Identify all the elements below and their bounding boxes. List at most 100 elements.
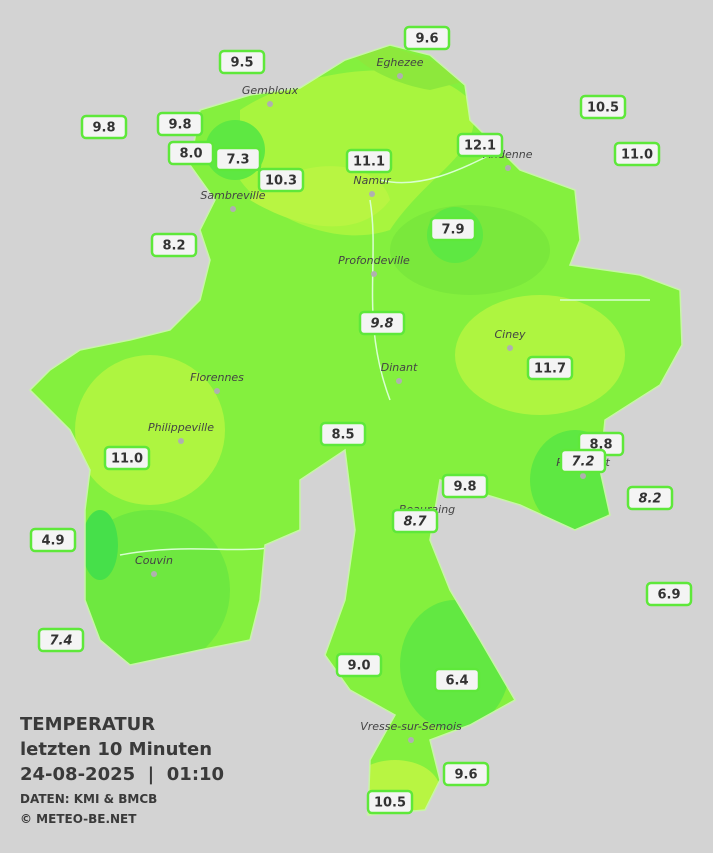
station-value: 4.9 (41, 534, 64, 549)
city-name: Dinant (381, 361, 418, 374)
station-value: 10.3 (265, 174, 297, 189)
station-value: 6.4 (445, 674, 468, 689)
station-label: 6.4 (433, 667, 481, 693)
station-box (559, 448, 607, 474)
station-label: 6.9 (645, 581, 693, 607)
city-dot (214, 388, 220, 394)
station-value: 8.0 (179, 147, 202, 162)
legend-period: letzten 10 Minuten (20, 739, 212, 760)
station-box (156, 111, 204, 137)
station-label: 9.8 (441, 473, 489, 499)
station-label: 9.5 (218, 49, 266, 75)
station-label: 7.2 (559, 448, 607, 474)
city-dot (397, 73, 403, 79)
station-value: 9.6 (415, 32, 438, 47)
station-label: 11.0 (613, 141, 661, 167)
station-label: 4.9 (29, 527, 77, 553)
legend-copyright: © METEO-BE.NET (20, 812, 137, 826)
station-box (626, 485, 674, 511)
legend: TEMPERATUR letzten 10 Minuten 24-08-2025… (20, 714, 224, 826)
station-box (103, 445, 151, 471)
station-label: 10.5 (579, 94, 627, 120)
city-dot (396, 378, 402, 384)
legend-source: DATEN: KMI & BMCB (20, 792, 157, 806)
station-value: 8.5 (331, 428, 354, 443)
station-value: 9.8 (453, 480, 476, 495)
station-box (218, 49, 266, 75)
station-box (335, 652, 383, 678)
legend-title: TEMPERATUR (20, 714, 155, 735)
city-name: Couvin (135, 554, 173, 567)
station-box (358, 310, 406, 336)
station-label: 11.7 (526, 355, 574, 381)
station-label: 12.1 (456, 132, 504, 158)
city-name: Eghezee (377, 56, 424, 69)
station-label: 7.9 (429, 216, 477, 242)
station-label: 11.1 (345, 148, 393, 174)
city-name: Sambreville (200, 189, 265, 202)
city-name: Profondeville (338, 254, 410, 267)
station-box (526, 355, 574, 381)
city-dot (505, 165, 511, 171)
station-box (319, 421, 367, 447)
cities: EghezeeGemblouxAndenneNamurSambrevillePr… (135, 56, 610, 743)
city-dot (507, 345, 513, 351)
city-dot (178, 438, 184, 444)
station-label: 8.5 (319, 421, 367, 447)
city-dot (580, 473, 586, 479)
station-label: 7.3 (214, 146, 262, 172)
station-box (429, 216, 477, 242)
station-label: 8.2 (150, 232, 198, 258)
station-box (29, 527, 77, 553)
station-box (257, 167, 305, 193)
station-label: 9.8 (80, 114, 128, 140)
station-value: 9.8 (370, 317, 393, 332)
station-box (391, 508, 439, 534)
station-value: 7.2 (571, 455, 594, 470)
city-name: Ciney (495, 328, 526, 341)
station-label: 9.6 (442, 761, 490, 787)
station-box (403, 25, 451, 51)
station-box (433, 667, 481, 693)
stations: 9.6 9.5 10.5 9.8 9.8 11.0 12.1 8.0 7.3 11.1 10.3 8.… (29, 25, 693, 815)
city-name: Namur (353, 174, 392, 187)
station-label: 9.8 (156, 111, 204, 137)
city-dot (151, 571, 157, 577)
station-box (456, 132, 504, 158)
station-value: 11.1 (353, 155, 385, 170)
station-value: 8.2 (638, 492, 661, 507)
station-box (366, 789, 414, 815)
station-value: 7.9 (441, 223, 464, 238)
station-box (613, 141, 661, 167)
station-label: 9.0 (335, 652, 383, 678)
station-box (37, 627, 85, 653)
station-label: 10.3 (257, 167, 305, 193)
station-value: 7.3 (226, 153, 249, 168)
station-value: 11.0 (621, 148, 653, 163)
station-label: 8.0 (167, 140, 215, 166)
city-name: Vresse-sur-Semois (360, 720, 462, 733)
station-value: 10.5 (374, 796, 406, 811)
station-box (214, 146, 262, 172)
city-name: Philippeville (148, 421, 214, 434)
city-name: Florennes (190, 371, 244, 384)
station-box (80, 114, 128, 140)
station-box (150, 232, 198, 258)
station-box (579, 94, 627, 120)
station-value: 10.5 (587, 101, 619, 116)
station-label: 8.2 (626, 485, 674, 511)
station-label: 9.8 (358, 310, 406, 336)
station-value: 9.0 (347, 659, 370, 674)
station-value: 6.9 (657, 588, 680, 603)
station-value: 11.0 (111, 452, 143, 467)
station-label: 10.5 (366, 789, 414, 815)
city-dot (371, 271, 377, 277)
station-label: 9.6 (403, 25, 451, 51)
station-value: 7.4 (49, 634, 72, 649)
city-dot (408, 737, 414, 743)
station-box (442, 761, 490, 787)
station-box (645, 581, 693, 607)
station-value: 8.2 (162, 239, 185, 254)
station-label: 8.7 (391, 508, 439, 534)
station-value: 11.7 (534, 362, 566, 377)
